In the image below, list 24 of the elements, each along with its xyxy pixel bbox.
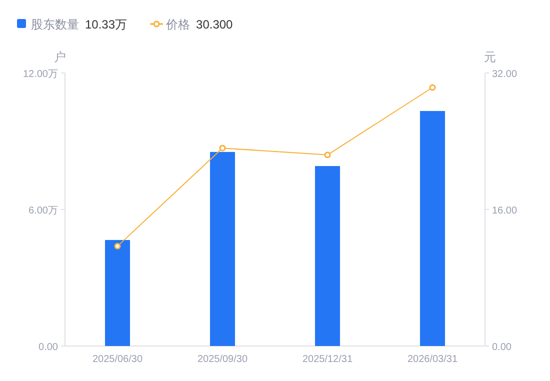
x-tick-label: 2025/09/30 xyxy=(197,354,248,365)
x-tick-label: 2025/12/31 xyxy=(302,354,353,365)
bar xyxy=(210,152,235,346)
y-tick-label: 0.00 xyxy=(38,342,58,353)
bar xyxy=(315,166,340,346)
y-tick-label: 6.00万 xyxy=(28,206,58,216)
point xyxy=(429,84,436,91)
x-tick-label: 2026/03/31 xyxy=(407,354,458,365)
legend-label: 价格 xyxy=(165,18,190,32)
y2-tick-label: 0.00 xyxy=(492,342,512,353)
point xyxy=(324,152,331,158)
x-tick-label: 2025/06/30 xyxy=(92,354,143,365)
point xyxy=(219,144,226,152)
text: 10.33万 xyxy=(85,18,128,32)
y-tick-label: 12.00万 xyxy=(22,69,58,80)
y2-tick-label: 16.00 xyxy=(492,206,518,216)
y-axis-title: 户 xyxy=(54,50,66,64)
text: 30.300 xyxy=(196,18,234,32)
y2-axis-title: 元 xyxy=(484,50,496,64)
bar xyxy=(105,240,130,346)
point xyxy=(114,242,121,250)
bar xyxy=(420,110,445,346)
legend-label: 股东数量 xyxy=(31,18,79,32)
y2-tick-label: 32.00 xyxy=(492,69,518,80)
